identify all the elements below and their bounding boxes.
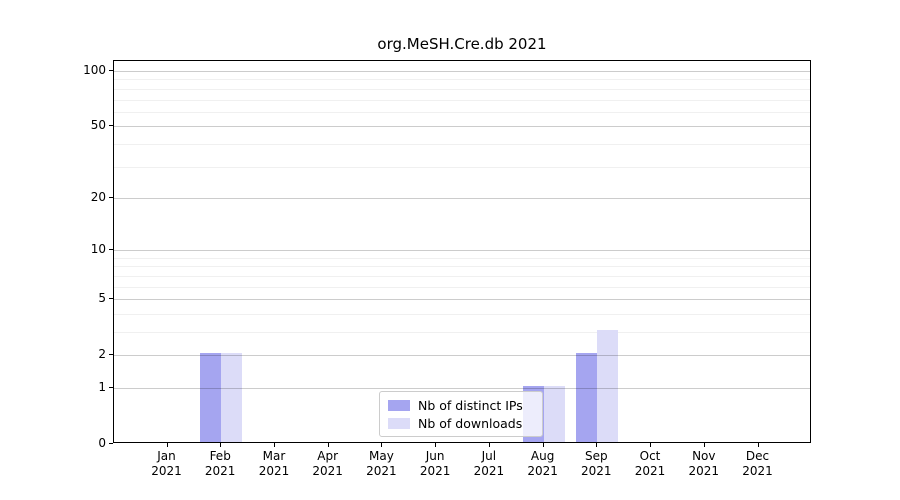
minor-gridline xyxy=(114,166,810,168)
x-tick-label-line: 2021 xyxy=(151,464,182,478)
x-tick-mark xyxy=(220,442,222,447)
legend-row-distinct-ips: Nb of distinct IPs xyxy=(388,398,532,413)
x-tick-label-line: 2021 xyxy=(742,464,773,478)
x-tick-label-line: Feb xyxy=(209,449,231,463)
x-tick-mark xyxy=(435,442,437,447)
x-tick-label-line: 2021 xyxy=(634,464,666,478)
minor-gridline xyxy=(114,111,810,113)
bar-downloads-sep xyxy=(597,330,619,442)
bar-distinct-ips-sep xyxy=(576,353,598,442)
legend-swatch-downloads xyxy=(388,417,410,429)
legend-label-downloads: Nb of downloads xyxy=(418,415,523,431)
minor-gridline xyxy=(114,143,810,145)
x-tick-label-line: 2021 xyxy=(312,464,343,478)
chart-title: org.MeSH.Cre.db 2021 xyxy=(377,35,547,53)
y-tick-mark xyxy=(109,387,113,388)
bar-distinct-ips-feb xyxy=(200,353,222,442)
x-tick-label: Jun 2021 xyxy=(405,449,465,479)
bar-downloads-aug xyxy=(543,386,565,442)
x-tick-label: Oct 2021 xyxy=(620,449,680,479)
minor-gridline xyxy=(114,99,810,101)
x-tick-label: May 2021 xyxy=(351,449,411,479)
x-tick-label-line: May xyxy=(368,449,394,463)
y-tick-mark xyxy=(109,354,113,356)
x-tick-label: Nov 2021 xyxy=(674,449,734,479)
x-tick-label: Sep 2021 xyxy=(566,449,626,479)
x-tick-label-line: 2021 xyxy=(366,464,397,478)
x-tick-mark xyxy=(327,442,329,447)
x-tick-label-line: Jan xyxy=(157,449,176,463)
x-tick-label-line: Aug xyxy=(530,449,555,463)
x-tick-label-line: 2021 xyxy=(527,464,558,478)
x-tick-label-line: 2021 xyxy=(419,464,451,478)
x-tick-label-line: 2021 xyxy=(258,464,290,478)
legend-swatch-distinct-ips xyxy=(388,399,410,411)
y-tick-mark xyxy=(109,70,113,71)
y-tick-mark xyxy=(109,249,113,251)
plot-area: Nb of distinct IPs Nb of downloads xyxy=(113,60,811,443)
y-tick-mark xyxy=(109,443,113,444)
x-tick-label-line: Nov xyxy=(692,449,716,463)
x-tick-label-line: Jul xyxy=(481,449,497,463)
x-tick-label-line: Sep xyxy=(584,449,608,463)
y-tick-mark xyxy=(109,125,113,127)
x-tick-mark xyxy=(542,442,544,447)
x-tick-mark xyxy=(166,442,168,447)
y-tick-label: 20 xyxy=(90,189,106,204)
x-tick-mark xyxy=(757,442,759,447)
x-tick-label-line: 2021 xyxy=(581,464,612,478)
major-gridline xyxy=(114,355,810,357)
x-tick-label-line: Oct xyxy=(639,449,661,463)
x-tick-label-line: 2021 xyxy=(473,464,505,478)
x-tick-label-line: Apr xyxy=(317,449,339,463)
x-tick-label-line: Dec xyxy=(745,449,770,463)
x-tick-mark xyxy=(596,442,598,447)
y-tick-label: 50 xyxy=(90,118,106,133)
x-tick-label-line: Jun xyxy=(425,449,445,463)
minor-gridline xyxy=(114,79,810,81)
y-tick-label: 1 xyxy=(98,380,106,394)
y-tick-label: 0 xyxy=(98,436,106,450)
major-gridline xyxy=(114,71,810,72)
y-tick-label: 5 xyxy=(98,291,106,306)
y-tick-mark xyxy=(109,196,113,198)
major-gridline xyxy=(114,197,810,199)
minor-gridline xyxy=(114,88,810,90)
legend-row-downloads: Nb of downloads xyxy=(388,416,532,431)
x-tick-mark xyxy=(650,442,651,447)
minor-gridline xyxy=(114,313,810,315)
x-tick-label: Dec 2021 xyxy=(728,449,788,479)
legend-label-distinct-ips: Nb of distinct IPs xyxy=(418,397,523,413)
x-tick-mark xyxy=(488,442,490,447)
bar-downloads-feb xyxy=(221,353,243,442)
major-gridline xyxy=(114,388,810,389)
major-gridline xyxy=(114,126,810,128)
x-tick-label-line: 2021 xyxy=(204,464,236,478)
x-tick-label-line: 2021 xyxy=(688,464,720,478)
x-tick-label: Aug 2021 xyxy=(513,449,573,479)
major-gridline xyxy=(114,250,810,252)
minor-gridline xyxy=(114,257,810,259)
major-gridline xyxy=(114,299,810,301)
x-tick-mark xyxy=(274,442,275,447)
minor-gridline xyxy=(114,275,810,277)
x-tick-label: Jan 2021 xyxy=(137,449,197,479)
x-tick-label: Feb 2021 xyxy=(190,449,250,479)
y-tick-label: 2 xyxy=(98,347,106,362)
minor-gridline xyxy=(114,286,810,288)
minor-gridline xyxy=(114,332,810,333)
x-tick-label-line: Mar xyxy=(262,449,286,463)
minor-gridline xyxy=(114,266,810,268)
y-tick-mark xyxy=(109,298,113,300)
x-tick-label: Mar 2021 xyxy=(244,449,304,479)
y-tick-label: 100 xyxy=(83,63,106,77)
x-tick-label: Jul 2021 xyxy=(459,449,519,479)
x-tick-label: Apr 2021 xyxy=(298,449,358,479)
legend: Nb of distinct IPs Nb of downloads xyxy=(379,391,543,437)
x-tick-mark xyxy=(703,442,705,447)
y-tick-label: 10 xyxy=(90,242,106,257)
x-tick-mark xyxy=(381,442,383,447)
